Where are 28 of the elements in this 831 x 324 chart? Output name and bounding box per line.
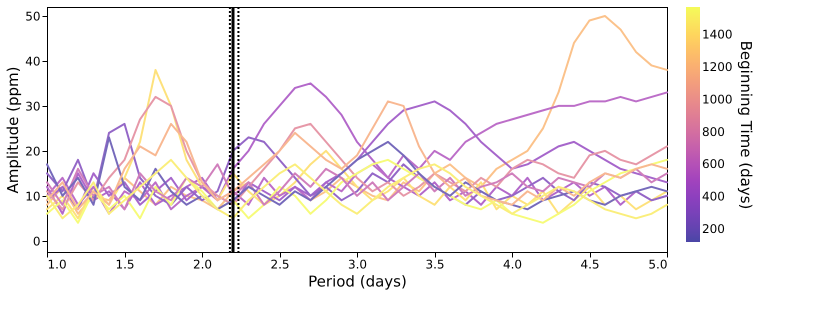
y-tick-label: 20 (25, 144, 40, 158)
color-bar-label: 200 (702, 222, 725, 236)
y-tick-label: 0 (32, 234, 40, 248)
color-bar-label: 400 (702, 190, 725, 204)
color-bar-label: 800 (702, 124, 725, 139)
x-tick-label: 5.0 (648, 258, 668, 272)
line-series (46, 136, 668, 210)
color-bar-label: 1400 (702, 28, 733, 42)
y-axis-title: Amplitude (ppm) (4, 66, 22, 194)
x-tick-label: 3.0 (348, 258, 368, 272)
color-bar-label: 1000 (702, 92, 733, 106)
x-tick-label: 4.0 (502, 258, 522, 272)
x-tick-label: 1.5 (115, 258, 135, 272)
x-tick-label: 1.0 (48, 258, 67, 272)
line-series (46, 122, 668, 206)
y-tick-label: 10 (25, 189, 40, 204)
x-axis-title: Period (days) (308, 272, 407, 290)
x-tick-label: 3.5 (425, 258, 445, 272)
x-tick-label: 2.0 (192, 258, 212, 272)
y-tick-label: 30 (25, 99, 40, 114)
x-tick-label: 4.5 (580, 258, 600, 272)
line-series (46, 163, 668, 210)
x-tick-label: 2.5 (270, 258, 290, 272)
y-tick-label: 50 (25, 9, 40, 24)
color-bar-label: 600 (702, 157, 725, 172)
color-bar-title: Beginning Time (days) (737, 40, 755, 210)
color-bar-label: 1200 (702, 60, 733, 74)
y-tick-label: 40 (25, 54, 40, 68)
